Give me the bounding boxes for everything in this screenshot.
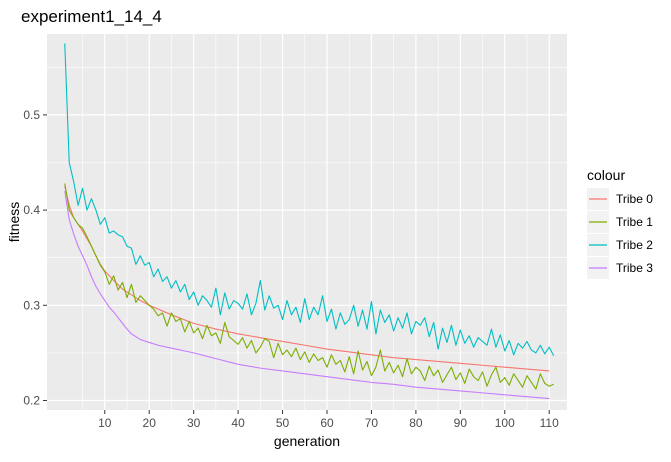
legend-label: Tribe 2	[616, 238, 653, 252]
y-axis: 0.2 0.3 0.4 0.5	[23, 108, 47, 407]
series-line-tribe-2	[64, 43, 555, 356]
y-tick-label: 0.3	[23, 298, 40, 312]
y-tick-label: 0.2	[23, 393, 40, 407]
y-axis-label: fitness	[6, 202, 22, 242]
x-axis: 10 20 30 40 50 60 70 80 90 100 110	[98, 410, 559, 430]
y-tick-label: 0.5	[23, 108, 40, 122]
x-tick-label: 50	[276, 416, 290, 430]
series-line-tribe-3	[64, 190, 550, 400]
x-tick-label: 110	[540, 416, 559, 430]
x-tick-label: 30	[187, 416, 201, 430]
legend-label: Tribe 1	[616, 215, 653, 229]
series-line-tribe-1	[64, 183, 554, 390]
legend-label: Tribe 3	[616, 261, 653, 275]
legend-items: Tribe 0 Tribe 1 Tribe 2 Tribe 3	[587, 188, 653, 279]
series-lines	[64, 43, 555, 400]
x-tick-label: 100	[495, 416, 515, 430]
x-tick-label: 20	[143, 416, 157, 430]
x-tick-label: 40	[231, 416, 245, 430]
y-tick-label: 0.4	[23, 203, 40, 217]
legend: colour Tribe 0 Tribe 1 Tribe 2 Tribe 3	[587, 167, 653, 279]
x-tick-label: 70	[365, 416, 379, 430]
x-axis-label: generation	[274, 433, 340, 449]
x-tick-label: 80	[409, 416, 423, 430]
major-gridlines	[47, 34, 567, 410]
x-tick-label: 60	[320, 416, 334, 430]
legend-title: colour	[587, 167, 625, 183]
minor-gridlines	[47, 34, 567, 410]
legend-label: Tribe 0	[616, 192, 653, 206]
x-tick-label: 90	[454, 416, 468, 430]
chart-title: experiment1_14_4	[21, 7, 162, 26]
plot-panel	[47, 34, 567, 410]
x-tick-label: 10	[98, 416, 112, 430]
